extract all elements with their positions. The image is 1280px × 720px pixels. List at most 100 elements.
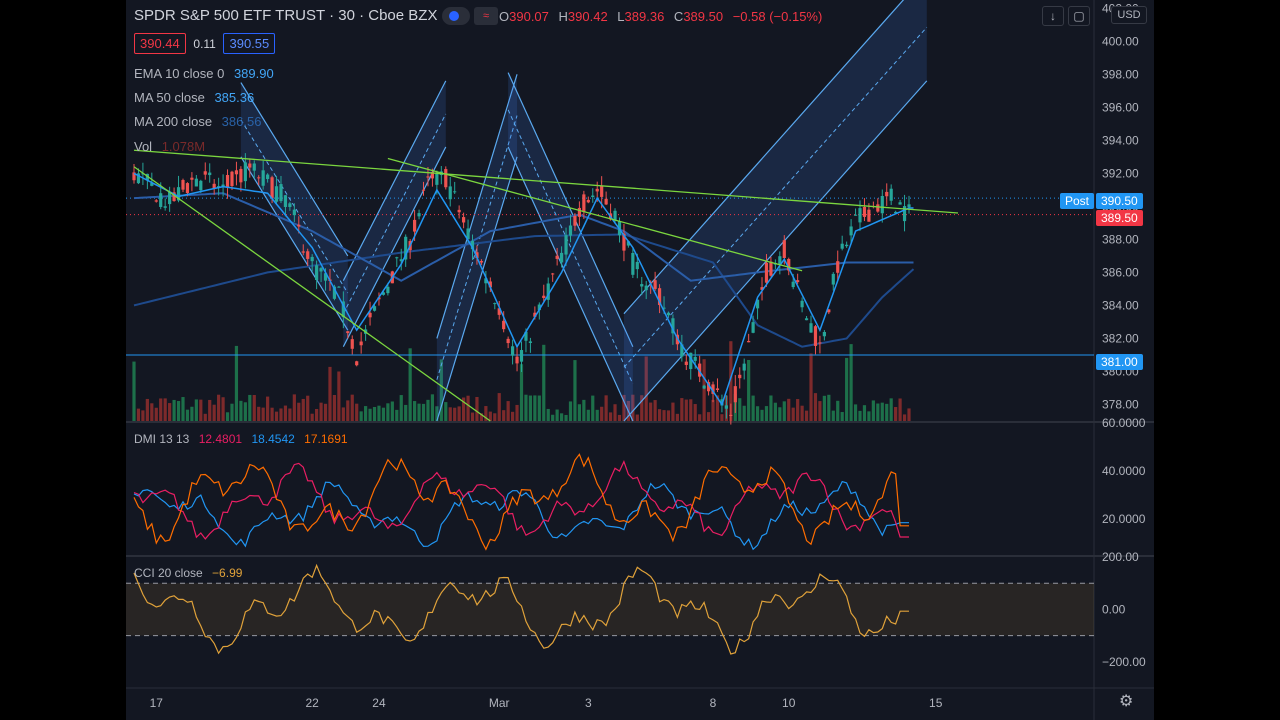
last-price-tag: 389.50 <box>1096 210 1143 226</box>
candle-body <box>542 295 546 299</box>
volume-bar <box>430 394 435 421</box>
candle-body <box>172 192 176 202</box>
post-tag: Post <box>1060 193 1095 209</box>
price-tick-label: 388.00 <box>1102 232 1139 246</box>
candle-body <box>533 312 537 317</box>
candle-body <box>350 339 354 349</box>
ema-legend[interactable]: EMA 10 close 0 389.90 <box>134 66 274 81</box>
volume-bar <box>154 407 158 421</box>
candle-body <box>208 172 212 176</box>
candle-body <box>519 350 524 362</box>
ma50-legend[interactable]: MA 50 close 385.36 <box>134 90 254 105</box>
eye-icon[interactable] <box>442 7 470 25</box>
volume-bar <box>337 371 341 421</box>
volume-bar <box>168 403 172 421</box>
volume-bar <box>484 406 488 421</box>
volume-bar <box>706 412 711 421</box>
wave-icon[interactable]: ≈ <box>474 7 498 25</box>
candle-body <box>506 338 510 344</box>
volume-bar <box>782 401 786 421</box>
cci-tick-label: 200.00 <box>1102 550 1139 564</box>
candle-body <box>689 352 693 370</box>
candle-body <box>181 180 185 190</box>
volume-bar <box>479 413 484 421</box>
candle-body <box>203 171 207 175</box>
adx-value: 17.1691 <box>304 432 348 446</box>
candle-body <box>502 320 506 330</box>
volume-bar <box>444 402 448 421</box>
candle-body <box>230 171 234 186</box>
hline-price-tag[interactable]: 381.00 <box>1096 354 1143 370</box>
volume-bar <box>818 401 822 421</box>
candle-body <box>163 206 167 208</box>
volume-bar <box>876 403 880 421</box>
settings-gear-icon[interactable]: ⚙ <box>1119 693 1134 710</box>
volume-bar <box>742 405 746 421</box>
channel-mid-line <box>507 109 634 385</box>
candle-body <box>453 191 457 193</box>
candle-body <box>444 169 448 188</box>
volume-bar <box>510 411 515 421</box>
dmi-legend[interactable]: DMI 13 13 12.4801 18.4542 17.1691 <box>134 432 348 446</box>
chart-frame[interactable]: 402.00400.00398.00396.00394.00392.00390.… <box>126 0 1154 720</box>
volume-bar <box>332 395 337 421</box>
volume-bar <box>600 406 604 421</box>
trendline <box>133 166 491 422</box>
download-icon[interactable]: ↓ <box>1042 6 1064 26</box>
volume-bar <box>528 395 533 421</box>
ma200-label: MA 200 close <box>134 114 213 129</box>
volume-bar <box>390 401 394 421</box>
candle-body <box>212 183 216 189</box>
volume-bar <box>559 413 564 421</box>
volume-bar <box>239 400 243 421</box>
channel-lower-line <box>436 156 518 422</box>
low-value: 389.36 <box>624 9 665 24</box>
vol-legend[interactable]: Vol 1.078M <box>134 139 205 154</box>
candle-body <box>510 346 515 356</box>
candle-body <box>546 283 550 300</box>
volume-bar <box>159 398 163 421</box>
candle-body <box>907 204 911 208</box>
volume-bar <box>368 408 372 421</box>
volume-bar <box>310 413 314 421</box>
symbol-title[interactable]: SPDR S&P 500 ETF TRUST · 30 · Cboe BZX <box>134 7 438 24</box>
volume-bar <box>163 398 167 421</box>
volume-bar <box>515 404 519 421</box>
volume-bar <box>858 410 862 421</box>
channel-lower-line <box>240 156 349 331</box>
volume-bar <box>675 413 679 421</box>
bid-button[interactable]: 390.44 <box>134 33 186 54</box>
volume-bar <box>568 401 573 421</box>
x-tick-label: 22 <box>305 696 319 710</box>
candle-body <box>159 193 163 207</box>
volume-bar <box>466 395 470 421</box>
candle-body <box>582 194 586 212</box>
candle-body <box>528 341 533 343</box>
volume-bar <box>809 353 813 421</box>
candle-body <box>239 168 243 183</box>
ma50-line <box>133 192 914 282</box>
candle-body <box>145 173 149 181</box>
ma50-value: 385.36 <box>214 90 255 105</box>
currency-label[interactable]: USD <box>1111 6 1147 24</box>
price-tick-label: 398.00 <box>1102 67 1139 81</box>
volume-bar <box>662 410 666 421</box>
ema-line <box>133 172 914 407</box>
volume-bar <box>519 364 524 421</box>
candle-body <box>225 175 230 188</box>
ma200-legend[interactable]: MA 200 close 386.56 <box>134 114 261 129</box>
volume-bar <box>395 409 399 421</box>
fullscreen-icon[interactable]: ▢ <box>1068 6 1090 26</box>
candle-body <box>613 210 617 221</box>
volume-bar <box>564 414 568 421</box>
candle-body <box>417 213 421 217</box>
cci-band-fill <box>126 583 1094 636</box>
volume-bar <box>595 409 599 421</box>
volume-bar <box>421 403 426 421</box>
cci-legend[interactable]: CCI 20 close −6.99 <box>134 566 242 580</box>
chart-canvas[interactable]: 402.00400.00398.00396.00394.00392.00390.… <box>126 0 1154 720</box>
cci-line <box>133 563 909 655</box>
volume-bar <box>301 398 305 421</box>
ask-button[interactable]: 390.55 <box>223 33 276 54</box>
volume-bar <box>849 344 853 421</box>
